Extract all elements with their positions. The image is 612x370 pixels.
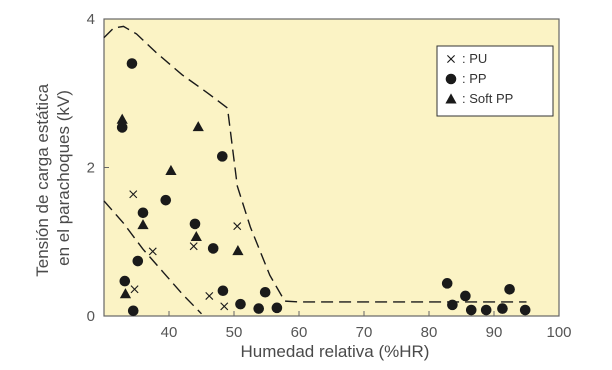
x-tick-label: 40	[161, 324, 178, 341]
legend-pp-label: : PP	[462, 71, 487, 86]
upper-envelope-line	[103, 25, 527, 303]
pp-point	[189, 218, 201, 230]
pp-point	[160, 194, 172, 206]
soft-pp-point	[192, 121, 204, 132]
y-axis-label-line-1: Tensión de carga estática	[33, 83, 52, 276]
pp-point	[207, 243, 219, 254]
data-points	[116, 58, 531, 317]
legend-pu-label: : PU	[462, 51, 487, 66]
pp-point	[497, 303, 508, 314]
y-tick-label: 2	[87, 160, 95, 177]
envelope-lines	[103, 25, 527, 315]
legend: : PU : PP : Soft PP	[436, 45, 554, 117]
pp-point	[259, 286, 271, 298]
x-axis-label: Humedad relativa (%HR)	[241, 342, 430, 361]
pp-point	[253, 303, 264, 314]
soft-pp-point	[232, 245, 244, 256]
soft-pp-point	[190, 230, 202, 242]
pp-point	[127, 305, 139, 317]
pp-point	[119, 275, 131, 287]
pu-point	[233, 222, 242, 231]
soft-pp-point	[119, 288, 132, 299]
y-axis-label: Tensión de carga estática en el parachoq…	[33, 79, 73, 277]
pu-point	[130, 285, 139, 294]
x-tick-label: 50	[226, 324, 243, 341]
lower-envelope-line	[103, 200, 203, 315]
pp-point	[217, 285, 229, 297]
y-axis-label-line-2: en el parachoques (kV)	[54, 90, 73, 266]
legend-pu-marker	[447, 55, 455, 63]
pp-point	[519, 304, 531, 316]
soft-pp-point	[137, 219, 149, 230]
pp-point	[460, 290, 471, 302]
pp-point	[271, 302, 283, 314]
pu-point	[205, 291, 214, 300]
pu-point	[189, 242, 198, 251]
legend-box	[436, 45, 554, 117]
pp-point	[132, 255, 144, 267]
y-tick-label: 4	[87, 11, 95, 28]
pp-point	[235, 298, 246, 310]
pp-point	[504, 283, 515, 295]
pp-point	[441, 278, 453, 289]
x-tick-label: 80	[421, 324, 438, 341]
axis-ticks: 40 50 60 70 80 90 100 0 2 4	[87, 11, 572, 341]
pu-point	[129, 190, 138, 199]
legend-soft-pp-label: : Soft PP	[462, 91, 513, 106]
x-tick-label: 90	[486, 324, 503, 341]
soft-pp-point	[116, 113, 128, 124]
legend-soft-pp-marker	[445, 93, 457, 104]
legend-pp-marker	[445, 73, 457, 85]
pp-point	[447, 299, 458, 311]
soft-pp-point	[165, 164, 177, 175]
y-tick-label: 0	[87, 308, 95, 325]
pp-point	[126, 58, 138, 69]
pp-point	[465, 304, 477, 316]
pu-point	[220, 302, 229, 311]
pu-point	[148, 247, 157, 256]
pp-point	[137, 207, 149, 219]
pp-point	[116, 122, 128, 133]
x-tick-label: 100	[546, 324, 571, 341]
pp-point	[217, 151, 228, 162]
pp-point	[480, 304, 492, 316]
x-tick-label: 60	[291, 324, 308, 341]
x-tick-label: 70	[356, 324, 373, 341]
